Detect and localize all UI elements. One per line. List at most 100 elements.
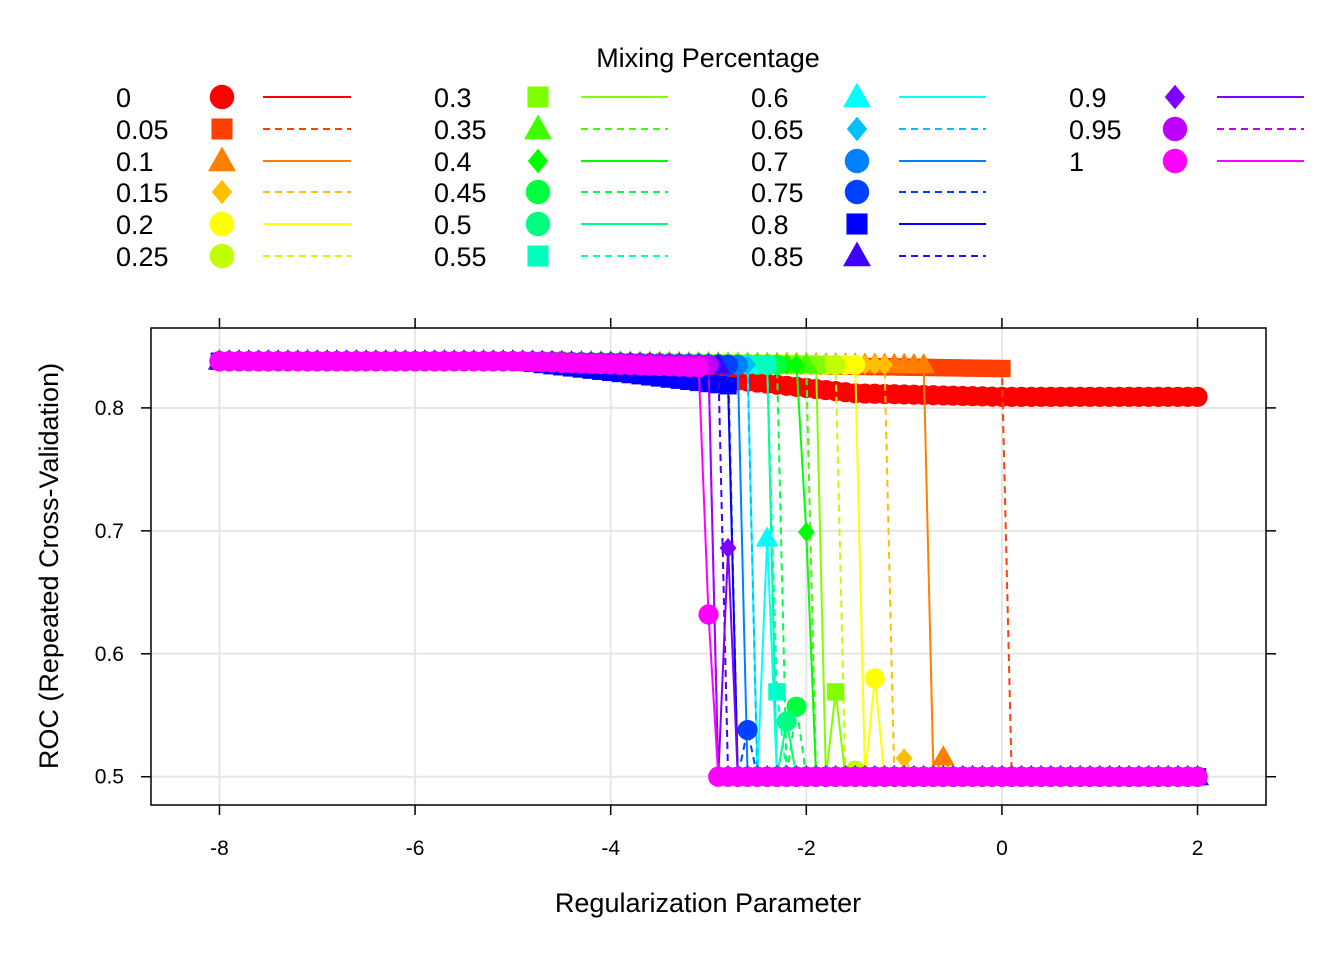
- series-line: [219, 360, 1198, 778]
- x-tick-label: -6: [406, 837, 425, 860]
- legend-label: 0.5: [434, 210, 472, 240]
- y-tick-label: 0.5: [95, 766, 124, 789]
- series-line: [219, 360, 1198, 778]
- data-point: [797, 521, 815, 543]
- legend-label: 0.9: [1069, 83, 1107, 113]
- data-point: [844, 179, 870, 205]
- legend-label: 0.4: [434, 147, 472, 177]
- series-layer: [207, 349, 1210, 787]
- x-tick-label: 2: [1192, 837, 1204, 860]
- data-point: [525, 211, 551, 237]
- series-0_7: [209, 351, 1208, 787]
- data-point: [209, 84, 235, 110]
- data-point: [993, 359, 1011, 378]
- legend-item: 0.1: [116, 146, 351, 177]
- data-point: [876, 354, 893, 375]
- series-0_55: [210, 352, 1207, 786]
- series-0_3: [210, 352, 1207, 786]
- legend-item: 0.05: [116, 115, 351, 145]
- legend-label: 0.6: [751, 83, 789, 113]
- series-line: [219, 360, 1198, 778]
- series-0_9: [211, 351, 1206, 787]
- series-1: [209, 351, 1208, 787]
- data-point: [846, 213, 868, 235]
- series-0_45: [209, 351, 1208, 787]
- x-axis-label: Regularization Parameter: [555, 888, 861, 918]
- data-point: [844, 148, 870, 174]
- series-0_95: [209, 351, 1208, 787]
- legend-item: 0.9: [1069, 83, 1304, 113]
- series-line: [219, 360, 1198, 778]
- data-point: [768, 683, 786, 701]
- series-0_15: [211, 351, 1206, 787]
- series-0_1: [207, 349, 1210, 786]
- legend-item: 0.85: [751, 241, 986, 272]
- series-line: [219, 360, 1198, 778]
- legend-label: 0.25: [116, 242, 169, 272]
- series-line: [219, 360, 1198, 778]
- legend-title: Mixing Percentage: [596, 43, 820, 73]
- data-point: [527, 245, 549, 267]
- data-point: [211, 179, 233, 205]
- series-line: [219, 360, 1198, 779]
- series-line: [219, 360, 1198, 778]
- data-point: [209, 243, 235, 269]
- legend-label: 0.05: [116, 115, 169, 145]
- series-line: [219, 360, 1198, 778]
- data-point: [1162, 148, 1188, 174]
- series-0_6: [207, 349, 1210, 786]
- data-point: [698, 604, 719, 625]
- legend-item: 0.6: [751, 82, 986, 113]
- data-point: [866, 354, 884, 375]
- data-point: [931, 745, 955, 766]
- legend-item: 0.55: [434, 242, 668, 272]
- legend-item: 1: [1069, 147, 1304, 177]
- data-point: [776, 711, 797, 732]
- series-line: [219, 360, 1198, 778]
- series-0_05: [210, 352, 1207, 786]
- legend-item: 0: [116, 83, 351, 113]
- series-0_75: [209, 351, 1208, 787]
- series-0_85: [207, 349, 1210, 786]
- legend-item: 0.5: [434, 210, 668, 240]
- y-tick-label: 0.8: [95, 397, 124, 420]
- data-point: [209, 211, 235, 237]
- data-point: [786, 696, 807, 717]
- legend-item: 0.7: [751, 147, 986, 177]
- legend-label: 0: [116, 83, 131, 113]
- legend-label: 0.1: [116, 147, 154, 177]
- legend-label: 0.75: [751, 178, 804, 208]
- legend-item: 0.3: [434, 83, 668, 113]
- series-line: [219, 360, 1198, 778]
- data-point: [524, 114, 552, 140]
- data-point: [1164, 84, 1186, 110]
- legend-label: 0.35: [434, 115, 487, 145]
- legend-item: 0.25: [116, 242, 351, 272]
- series-line: [219, 360, 1198, 778]
- legend-item: 0.75: [751, 178, 986, 208]
- data-point: [208, 146, 236, 172]
- data-point: [1187, 766, 1208, 787]
- series-0_8: [210, 352, 1207, 786]
- legend-label: 0.55: [434, 242, 487, 272]
- data-point: [788, 354, 805, 375]
- plot-area: -8 -6 -4 -2 0 2 0.5 0.6 0.7 0.8: [95, 318, 1276, 860]
- plot-border: [150, 327, 1267, 806]
- data-point: [826, 683, 845, 701]
- data-point: [719, 377, 737, 395]
- legend-item: 0.8: [751, 210, 986, 240]
- data-point: [758, 356, 776, 374]
- series-line: [219, 360, 1198, 781]
- series-line: [219, 360, 1198, 778]
- data-point: [211, 118, 233, 140]
- legend: Mixing Percentage 00.050.10.150.20.25 0.3…: [116, 43, 1304, 272]
- legend-label: 0.2: [116, 210, 154, 240]
- data-point: [825, 354, 846, 375]
- y-tick-label: 0.6: [95, 643, 124, 666]
- legend-item: 0.35: [434, 114, 668, 145]
- x-tick-label: -8: [210, 837, 229, 860]
- data-point: [843, 82, 871, 108]
- series-line: [219, 360, 1198, 778]
- data-point: [737, 719, 758, 741]
